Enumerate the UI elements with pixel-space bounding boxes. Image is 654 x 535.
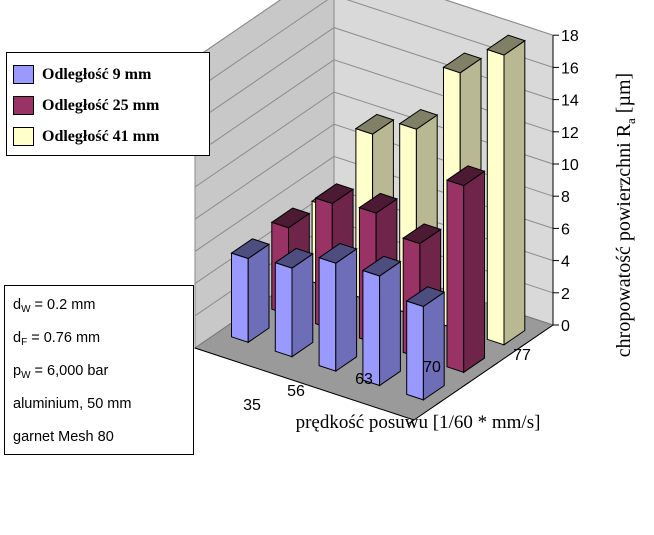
y-tick-label: 18 [561, 28, 579, 45]
bar-side-face [379, 260, 401, 387]
gridline [194, 0, 554, 59]
x-tick-mark [407, 419, 415, 425]
legend-item: Odległość 9 mm [13, 59, 209, 90]
y-tick-label: 10 [561, 157, 579, 174]
bar-side-face [291, 252, 314, 358]
y-axis-ticks: 0 2 4 6 8 10 12 14 16 18 [552, 28, 579, 335]
x-tick-mark [463, 381, 470, 387]
bar-top-face [354, 113, 395, 135]
bar [405, 286, 446, 401]
bar-top-face [230, 238, 271, 260]
param-line: dF = 0.76 mm [13, 330, 101, 348]
param-line: dW = 0.2 mm [13, 297, 96, 315]
bar-top-face [361, 255, 402, 277]
bar-top-face [402, 223, 442, 245]
bar-front-face [274, 261, 293, 358]
y-tick-label: 8 [561, 189, 570, 206]
bar-front-face [406, 300, 424, 401]
y-axis-label: chropowatość powierzchni Ra [µm] [613, 73, 638, 357]
bar-top-face [398, 108, 439, 130]
legend-label: Odległość 25 mm [42, 96, 160, 114]
legend-item: Odległość 25 mm [13, 90, 209, 121]
bar [361, 255, 402, 387]
x-axis-line [194, 347, 415, 421]
bar [445, 165, 486, 374]
x-tick-label: 77 [513, 347, 531, 364]
y-tick-label: 2 [561, 286, 570, 303]
param-line: garnet Mesh 80 [13, 429, 114, 445]
x-tick-label: 56 [287, 383, 305, 400]
x-axis-ticks: 35 56 63 70 77 [194, 324, 554, 425]
x-tick-mark [435, 400, 443, 406]
legend-swatch [13, 127, 34, 146]
y-axis-label-sub: a [623, 118, 638, 124]
bar-side-face [503, 39, 526, 346]
bar [317, 242, 358, 373]
y-tick-label: 14 [561, 93, 579, 110]
legend-item: Odległość 41 mm [13, 121, 209, 152]
x-axis-label: prędkość posuwu [1/60 * mm/s] [296, 412, 541, 433]
x-tick-label: 70 [423, 359, 441, 376]
x-tick-label: 63 [355, 371, 373, 388]
bar-top-face [445, 165, 486, 187]
param-line: aluminium, 50 mm [13, 396, 132, 412]
bar [230, 238, 271, 344]
bar [486, 34, 526, 346]
legend: Odległość 9 mm Odległość 25 mm Odległość… [6, 52, 210, 156]
bar-top-face [358, 192, 399, 214]
legend-swatch [13, 65, 34, 84]
bars [230, 34, 526, 401]
bar-top-face [405, 286, 446, 308]
y-tick-label: 4 [561, 254, 570, 271]
y-axis-label-main: chropowatość powierzchni R [613, 123, 635, 357]
gridline [194, 0, 554, 91]
bar-top-face [442, 52, 483, 74]
param-line: pW = 6,000 bar [13, 363, 109, 381]
bar [274, 247, 314, 358]
parameters-box: dW = 0.2 mm dF = 0.76 mm pW = 6,000 bar … [4, 285, 194, 455]
y-tick-label: 12 [561, 125, 579, 142]
bar-front-face [318, 257, 337, 372]
bar-top-face [317, 242, 358, 264]
bar-front-face [486, 48, 505, 346]
y-tick-label: 0 [561, 318, 570, 335]
y-tick-label: 6 [561, 221, 570, 238]
bar-side-face [422, 291, 445, 401]
legend-swatch [13, 96, 34, 115]
legend-label: Odległość 9 mm [42, 65, 152, 83]
bar-side-face [463, 170, 485, 374]
x-tick-mark [518, 343, 526, 349]
bar-top-face [486, 34, 526, 56]
bar-front-face [231, 252, 249, 343]
y-tick-label: 16 [561, 60, 579, 77]
bar-top-face [270, 207, 311, 229]
x-tick-label: 35 [243, 397, 261, 414]
bar-front-face [446, 179, 465, 373]
bar-top-face [274, 247, 314, 269]
legend-label: Odległość 41 mm [42, 127, 160, 145]
bar-side-face [335, 247, 358, 373]
bar-top-face [314, 183, 355, 205]
y-axis-label-unit: [µm] [613, 73, 635, 118]
bar-front-face [362, 269, 381, 387]
x-tick-mark [491, 362, 498, 368]
bar-side-face [247, 243, 270, 344]
